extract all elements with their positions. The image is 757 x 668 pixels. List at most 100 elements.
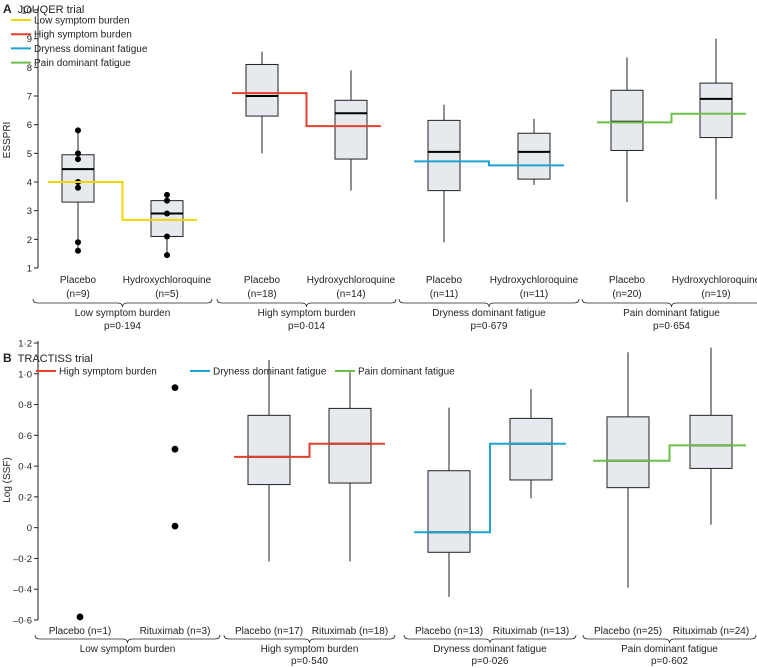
data-point [171, 445, 179, 453]
mean-step-line [232, 92, 381, 128]
y-tick-label: 7 [27, 92, 32, 103]
data-point [164, 191, 170, 198]
category-n-label: (n=19) [701, 289, 730, 300]
mean-step-line [234, 442, 385, 458]
group-label: Pain dominant fatigue [623, 308, 720, 319]
category-n-label: (n=20) [612, 289, 641, 300]
data-point [75, 127, 81, 134]
y-tick-label: 1·2 [18, 339, 32, 350]
category-label: Placebo [426, 275, 463, 286]
group-1: Placebo (n=18) Hydroxychloroquine (n=14) Hig… [216, 51, 397, 332]
group-label: High symptom burden [258, 308, 356, 319]
p-value-label: p=0·026 [472, 656, 509, 667]
data-point [171, 384, 179, 392]
legend-label: Pain dominant fatigue [34, 58, 131, 69]
data-point [164, 197, 170, 204]
panel-label: B [3, 351, 12, 365]
category-label: Rituximab (n=24) [673, 626, 749, 637]
category-label: Rituximab (n=13) [493, 626, 569, 637]
group-3: Placebo (n=20) Hydroxychloroquine (n=19) Pai… [581, 38, 757, 332]
group-brace [216, 298, 397, 308]
category-label: Hydroxychloroquine [123, 275, 212, 286]
y-tick-label: 1·0 [18, 369, 32, 380]
category-label: Placebo [244, 275, 281, 286]
box [610, 89, 644, 151]
group-brace [398, 298, 580, 308]
y-tick-label: 0 [27, 523, 32, 534]
group-brace [582, 634, 757, 644]
box [245, 63, 279, 117]
y-tick-label: 0·4 [18, 462, 32, 473]
data-point [75, 239, 81, 246]
category-n-label: (n=18) [247, 289, 276, 300]
category-label: Hydroxychloroquine [307, 275, 396, 286]
group-label: Pain dominant fatigue [621, 644, 718, 655]
y-tick-label: 0·2 [18, 492, 32, 503]
box [427, 119, 461, 192]
box [509, 417, 553, 481]
y-tick-label: 3 [27, 206, 32, 217]
group-label: Dryness dominant fatigue [432, 308, 546, 319]
legend-label: High symptom burden [59, 367, 157, 378]
group-1: Placebo (n=17) Rituximab (n=18) High sympt… [223, 359, 396, 667]
y-tick-label: 10 [21, 6, 32, 17]
y-tick-label: –0·6 [13, 616, 32, 627]
category-label: Placebo (n=1) [49, 626, 112, 637]
box [699, 82, 733, 139]
group-label: Low symptom burden [80, 644, 176, 655]
panel-label: A [3, 2, 12, 16]
p-value-label: p=0·540 [291, 656, 328, 667]
box [247, 414, 291, 486]
y-tick-label: 8 [27, 63, 32, 74]
panel-header: B TRACTISS trial [3, 351, 93, 365]
mean-step-line [597, 112, 746, 124]
legend-label: Dryness dominant fatigue [34, 44, 148, 55]
box [517, 132, 551, 180]
y-tick-label: –0·4 [13, 585, 32, 596]
group-brace [403, 634, 577, 644]
group-label: Dryness dominant fatigue [433, 644, 547, 655]
data-point [76, 613, 84, 621]
y-tick-label: 1 [27, 264, 32, 275]
group-2: Placebo (n=13) Rituximab (n=13) Dryness do… [403, 389, 577, 667]
y-tick-label: 6 [27, 120, 32, 131]
group-label: High symptom burden [261, 644, 359, 655]
p-value-label: p=0·014 [288, 321, 325, 332]
group-brace [581, 298, 757, 308]
panel-b: B TRACTISS trial –0·6 –0·4 –0·2 0 0·2 0·4 0·6 0·8… [2, 339, 757, 667]
y-tick-label: 2 [27, 235, 32, 246]
p-value-label: p=0·679 [471, 321, 508, 332]
mean-step-line [48, 181, 197, 221]
p-value-label: p=0·602 [651, 656, 688, 667]
p-value-label: p=0·654 [653, 321, 690, 332]
mean-step-line [414, 160, 564, 167]
panel-title: TRACTISS trial [18, 353, 93, 365]
category-n-label: (n=9) [66, 289, 90, 300]
category-n-label: (n=11) [430, 289, 458, 300]
box [606, 416, 650, 489]
category-label: Rituximab (n=3) [140, 626, 211, 637]
data-point [75, 247, 81, 254]
category-label: Placebo (n=17) [235, 626, 303, 637]
y-tick-label: 0·6 [18, 431, 32, 442]
legend-label: High symptom burden [34, 30, 132, 41]
mean-step-line [593, 444, 746, 462]
category-n-label: (n=5) [155, 289, 179, 300]
category-n-label: (n=14) [336, 289, 365, 300]
group-0: Placebo (n=9) Hydroxychloroquine (n=5) Low s… [32, 127, 213, 332]
group-label: Low symptom burden [75, 308, 171, 319]
box [61, 154, 95, 203]
group-brace [32, 298, 213, 308]
category-label: Placebo (n=25) [594, 626, 662, 637]
y-axis-label: Log (SSF) [2, 457, 13, 503]
data-point [75, 184, 81, 191]
panel-title: JOUQER trial [18, 4, 85, 16]
y-tick-label: 5 [27, 149, 32, 160]
y-tick-label: 4 [27, 178, 32, 189]
box [150, 200, 184, 237]
legend-label: Low symptom burden [34, 16, 130, 27]
data-point [164, 233, 170, 240]
category-label: Placebo [60, 275, 97, 286]
category-n-label: (n=11) [520, 289, 548, 300]
legend-label: Pain dominant fatigue [358, 367, 455, 378]
